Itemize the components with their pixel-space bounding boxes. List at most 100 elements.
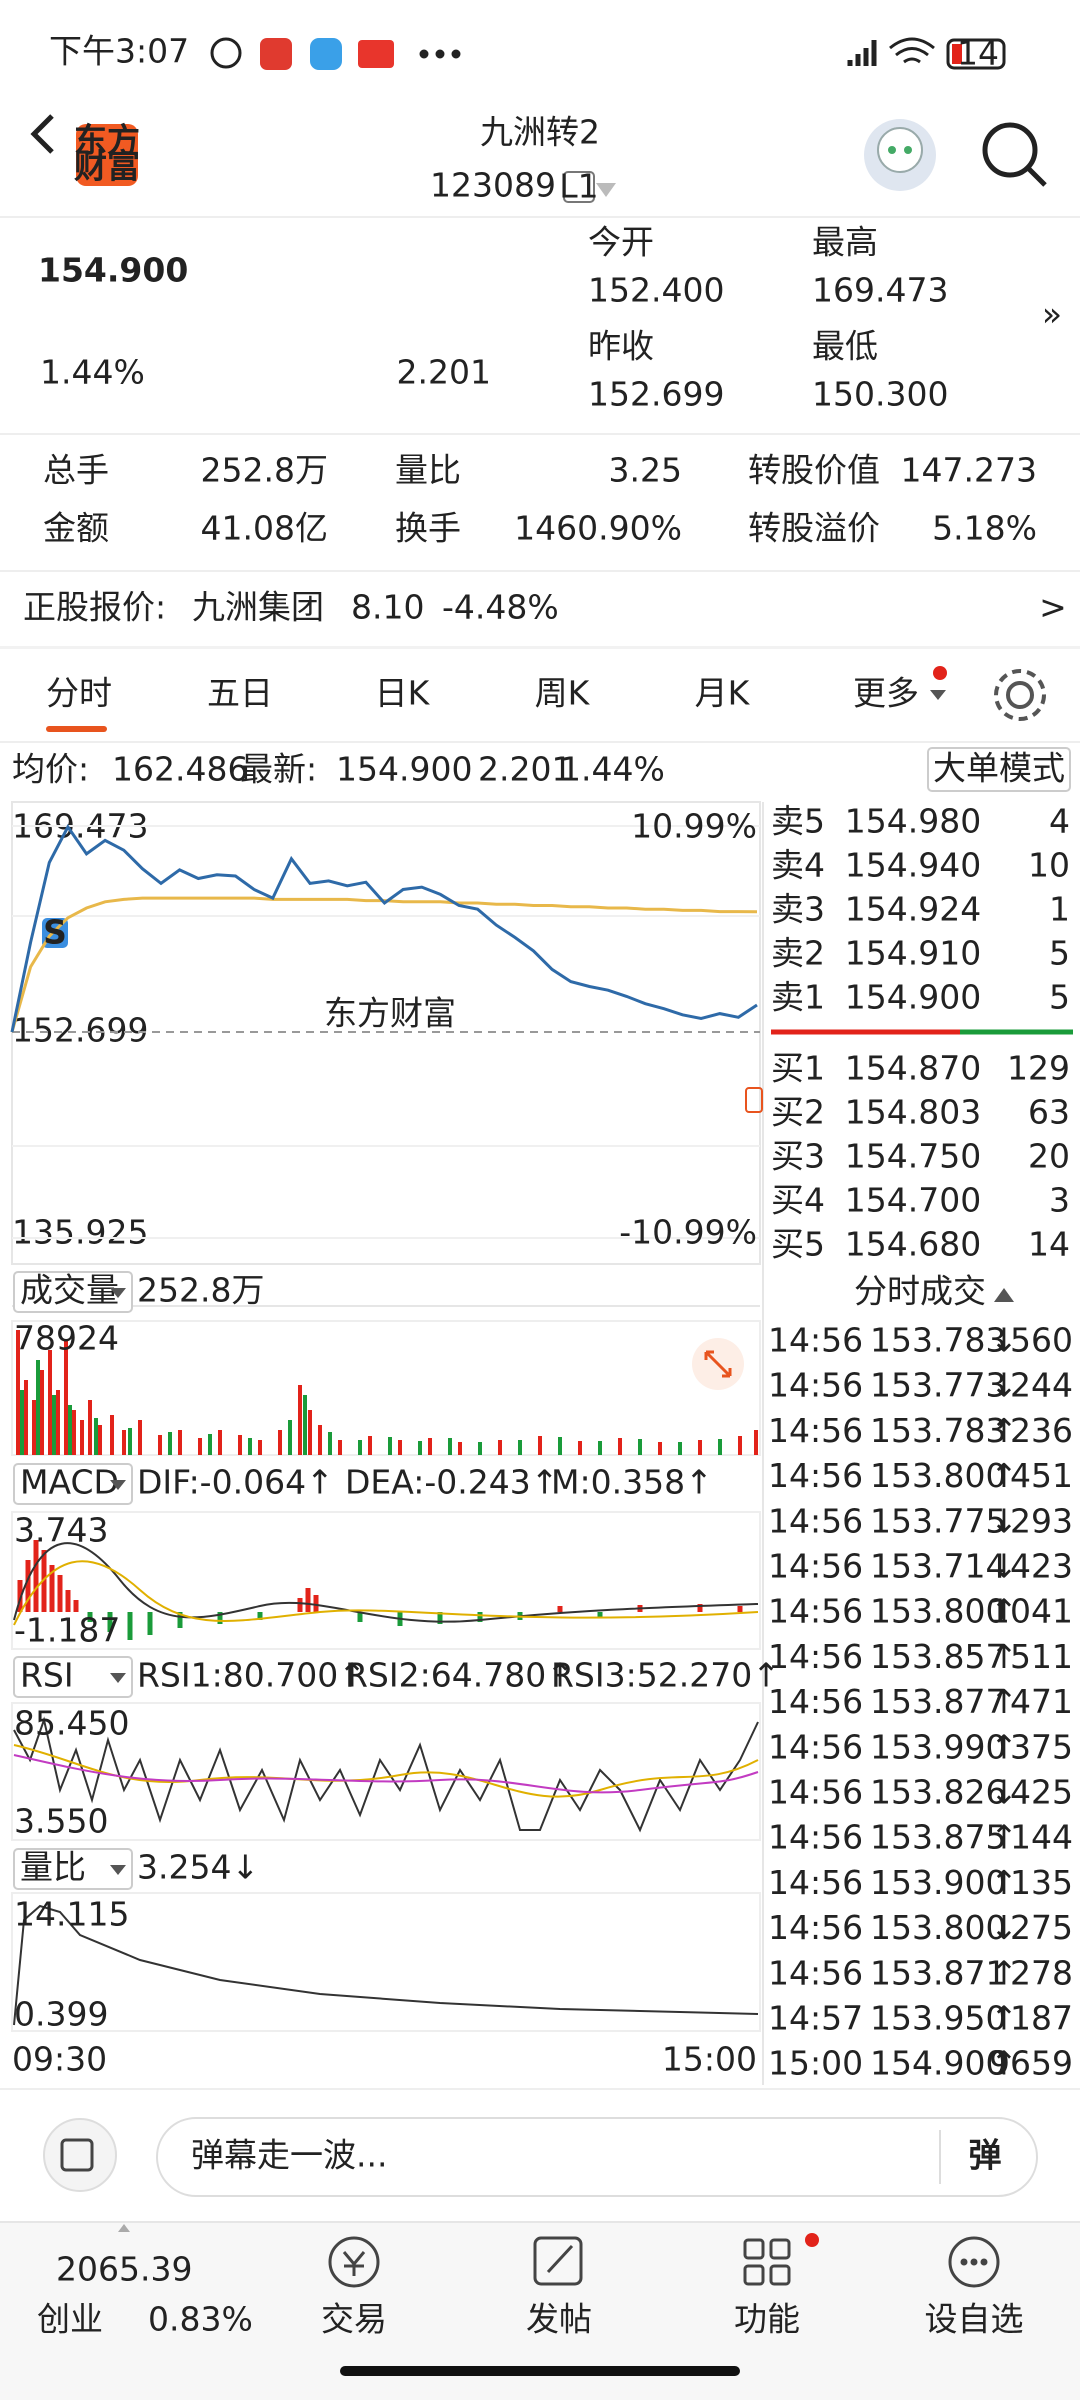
rsi3-value: RSI3:52.270↑ xyxy=(551,1656,780,1695)
trade-price: 153.773 xyxy=(870,1366,1006,1405)
more-arrow xyxy=(930,690,946,700)
dropdown-arrow xyxy=(110,1865,126,1875)
stat-value: 41.08亿 xyxy=(201,509,328,548)
divider xyxy=(0,646,1080,649)
time-label: 15:00 xyxy=(662,2040,757,2079)
danmaku-input[interactable] xyxy=(156,2117,1038,2197)
volume-total: 252.8万 xyxy=(137,1271,264,1310)
book-volume: 63 xyxy=(1028,1093,1070,1132)
stock-title: 九洲转2 xyxy=(480,113,600,152)
indicator-selector[interactable] xyxy=(13,1271,133,1313)
trade-volume: 236 xyxy=(1010,1411,1073,1450)
quote-label: 最高 xyxy=(812,223,878,262)
pct-value: 1.44% xyxy=(560,750,665,789)
stat-value: 5.18% xyxy=(932,509,1037,548)
book-price: 154.980 xyxy=(845,802,981,841)
index-value[interactable]: 2065.39 xyxy=(56,2250,192,2289)
nav-item[interactable]: 设自选 xyxy=(925,2300,1024,2339)
underlying-more[interactable]: > xyxy=(1039,588,1067,627)
book-volume: 20 xyxy=(1028,1137,1070,1176)
trade-time: 14:56 xyxy=(768,1501,863,1540)
quote-label: 今开 xyxy=(588,223,654,262)
trade-time: 14:56 xyxy=(768,1773,863,1812)
trade-volume: 275 xyxy=(1010,1908,1073,1947)
book-volume: 129 xyxy=(1007,1049,1070,1088)
dropdown-arrow xyxy=(110,1480,126,1490)
app-logo xyxy=(76,124,138,186)
trade-price: 153.875 xyxy=(870,1818,1006,1857)
book-price: 154.803 xyxy=(845,1093,981,1132)
trade-price: 153.800 xyxy=(870,1456,1006,1495)
input-placeholder: 弹幕走一波... xyxy=(191,2136,387,2175)
avg-price-line xyxy=(10,896,758,1033)
macd-bars xyxy=(17,1540,743,1612)
stat-value: 3.25 xyxy=(609,451,682,490)
tab[interactable]: 五日 xyxy=(207,674,273,713)
trade-price: 153.775 xyxy=(870,1501,1006,1540)
avg-value: 162.486 xyxy=(112,750,248,789)
rsi-frame xyxy=(11,1702,761,1841)
trade-time: 14:57 xyxy=(768,1999,863,2038)
stat-value: 1460.90% xyxy=(514,509,682,548)
trades-toggle[interactable] xyxy=(994,1288,1014,1302)
book-label: 买4 xyxy=(771,1181,825,1220)
indicator-selector[interactable] xyxy=(13,1848,133,1890)
pct-label: -10.99% xyxy=(619,1213,757,1252)
trade-volume: 293 xyxy=(1010,1501,1073,1540)
back-button[interactable] xyxy=(30,114,54,154)
trade-time: 14:56 xyxy=(768,1727,863,1766)
tab[interactable]: 分时 xyxy=(46,674,112,713)
nav-item[interactable]: 交易 xyxy=(321,2300,387,2339)
trade-direction: ↑ xyxy=(990,1637,1018,1676)
trade-direction: ↑ xyxy=(990,2044,1018,2083)
avatar[interactable] xyxy=(864,119,936,191)
indicator-selector[interactable] xyxy=(13,1656,133,1698)
trade-price: 154.900 xyxy=(870,2044,1006,2083)
volume-bars xyxy=(16,1330,758,1455)
tab[interactable]: 更多 xyxy=(853,674,919,713)
book-price: 154.750 xyxy=(845,1137,981,1176)
watermark: 东方财富 xyxy=(324,994,456,1033)
level-dropdown[interactable] xyxy=(596,183,616,197)
macd-dea: DEA:-0.243↑ xyxy=(345,1463,558,1502)
book-volume: 3 xyxy=(1049,1181,1070,1220)
index-change: 0.83% xyxy=(148,2300,253,2339)
last-value: 154.900 xyxy=(336,750,472,789)
trade-time: 15:00 xyxy=(768,2044,863,2083)
dif-line xyxy=(13,1542,759,1623)
dea-line xyxy=(13,1560,759,1626)
underlying-name[interactable]: 九洲集团 xyxy=(192,588,324,627)
macd-m: M:0.358↑ xyxy=(551,1463,713,1502)
nav-item[interactable]: 发帖 xyxy=(526,2300,592,2339)
settings-button[interactable] xyxy=(994,669,1046,721)
trade-time: 14:56 xyxy=(768,1953,863,1992)
tab[interactable]: 日K xyxy=(375,674,431,713)
mode-label: 大单模式 xyxy=(933,749,1065,788)
danmaku-button[interactable]: 弹 xyxy=(969,2136,1002,2175)
trade-direction: ↑ xyxy=(990,1411,1018,1450)
book-price: 154.924 xyxy=(845,890,981,929)
trade-direction: ↑ xyxy=(990,1953,1018,1992)
mode-button[interactable] xyxy=(927,747,1071,792)
tab[interactable]: 月K xyxy=(695,674,751,713)
trade-direction: ↓ xyxy=(990,1366,1018,1405)
quote-value: 150.300 xyxy=(812,375,948,414)
rsi1-value: RSI1:80.700↑ xyxy=(137,1656,366,1695)
book-label: 卖5 xyxy=(771,802,825,841)
nav-item[interactable]: 功能 xyxy=(734,2300,800,2339)
expand-chevron[interactable]: » xyxy=(1042,295,1062,334)
trade-direction: ↓ xyxy=(990,1547,1018,1586)
macd-min: -1.187 xyxy=(14,1611,120,1650)
trade-price: 153.800 xyxy=(870,1592,1006,1631)
comment-icon xyxy=(60,2138,94,2172)
trade-time: 14:56 xyxy=(768,1637,863,1676)
index-toggle[interactable] xyxy=(118,2224,130,2232)
book-label: 卖4 xyxy=(771,846,825,885)
tab[interactable]: 周K xyxy=(535,674,591,713)
indicator-selector[interactable] xyxy=(13,1463,133,1505)
trades-title[interactable]: 分时成交 xyxy=(854,1272,986,1311)
search-button[interactable] xyxy=(982,122,1047,187)
trade-price: 153.900 xyxy=(870,1863,1006,1902)
trade-direction: ↑ xyxy=(990,1456,1018,1495)
comment-button[interactable] xyxy=(43,2118,117,2192)
